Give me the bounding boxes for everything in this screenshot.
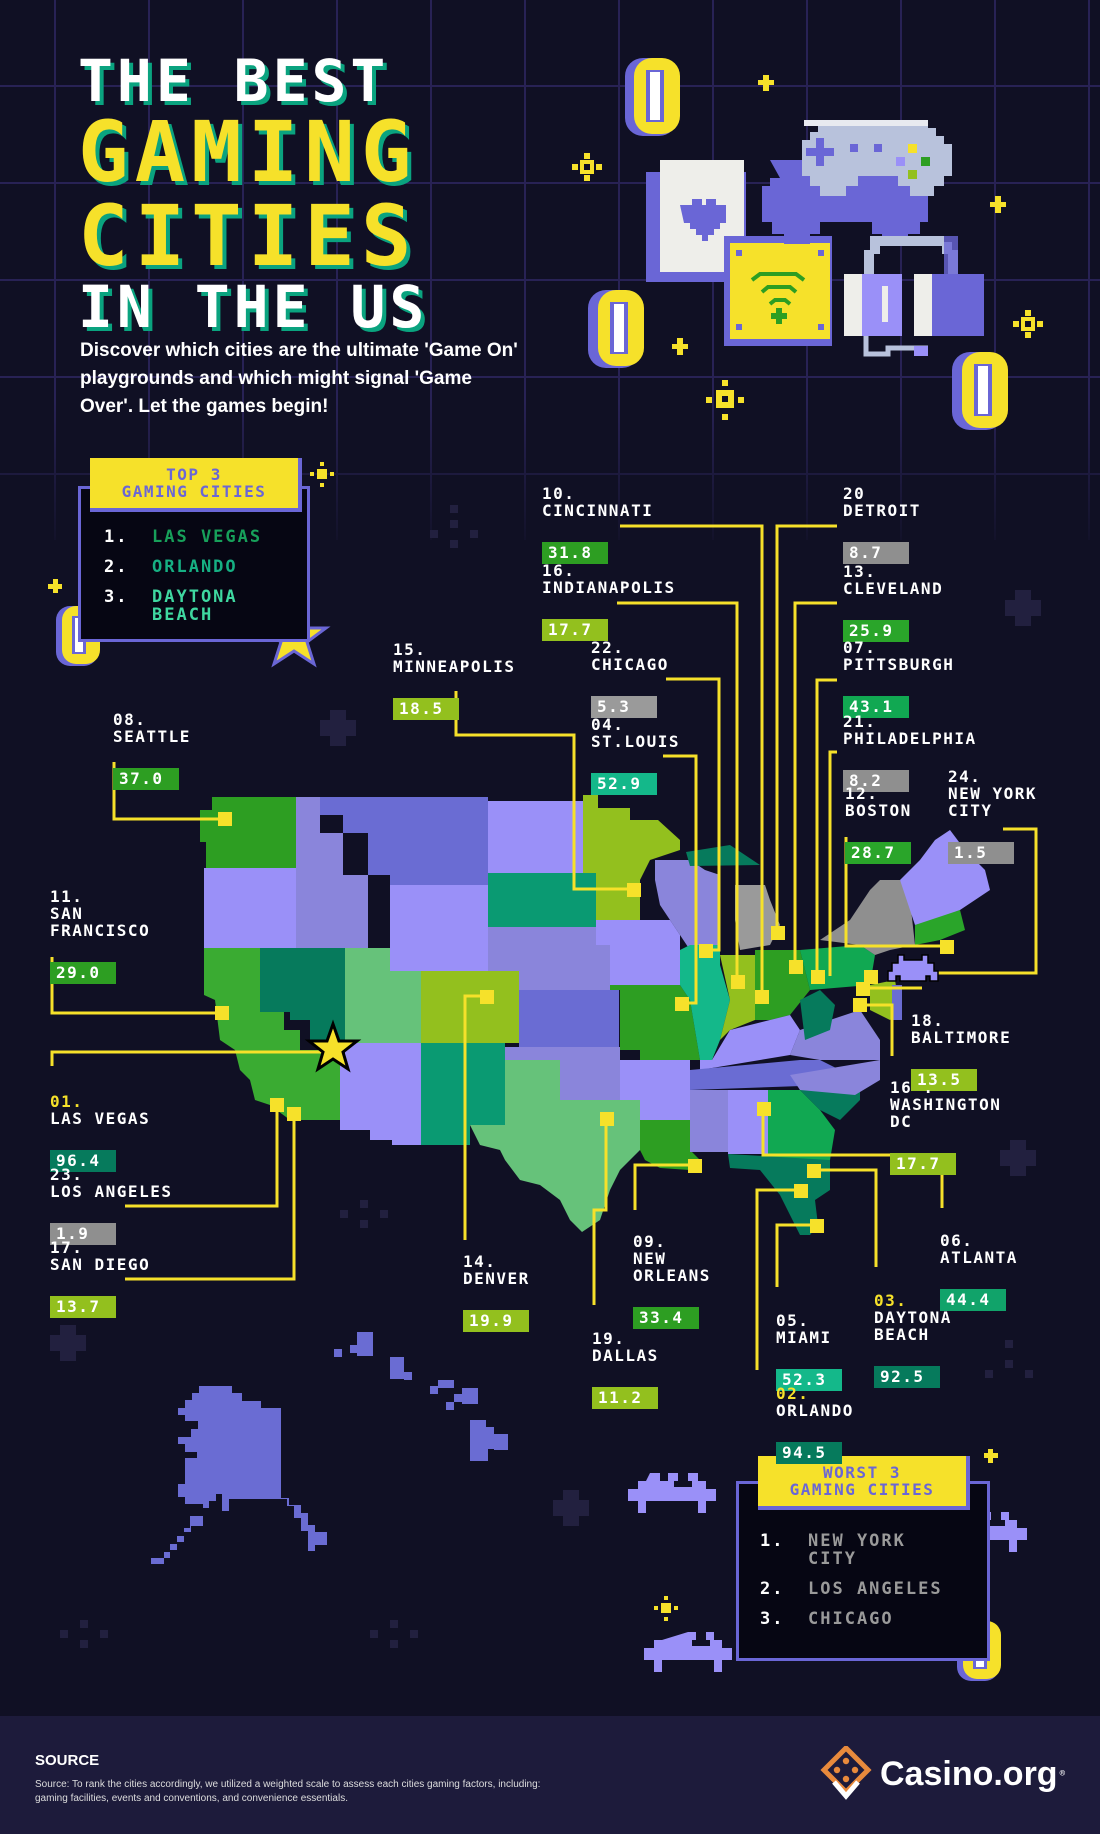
score-badge: 11.2	[592, 1387, 658, 1409]
city-label-daytona: 03. DAYTONA BEACH 92.5	[874, 1291, 952, 1388]
score-badge: 96.4	[50, 1150, 116, 1172]
city-label-losangeles: 23. LOS ANGELES 1.9	[50, 1165, 173, 1245]
worst3-panel	[736, 1481, 990, 1661]
worst3-item: 2. LOS ANGELES	[760, 1579, 943, 1599]
city-label-indianapolis: 16. INDIANAPOLIS 17.7	[542, 561, 676, 641]
registered-mark: ®	[1059, 1769, 1065, 1779]
score-badge: 8.7	[843, 542, 909, 564]
space-invader-icon	[887, 954, 939, 982]
score-badge: 18.5	[393, 698, 459, 720]
score-badge: 31.8	[542, 542, 608, 564]
city-label-chicago: 22. CHICAGO 5.3	[591, 638, 669, 718]
coin-icon	[588, 290, 644, 368]
top3-item: 1. LAS VEGAS	[104, 527, 263, 547]
gamepad-icon	[762, 120, 952, 244]
subtitle: Discover which cities are the ultimate '…	[80, 340, 518, 417]
city-label-cleveland: 13. CLEVELAND 25.9	[843, 562, 944, 642]
city-label-seattle: 08. SEATTLE 37.0	[113, 710, 191, 790]
city-label-nyc: 24. NEW YORK CITY 1.5	[948, 767, 1038, 864]
city-label-orlando: 02. ORLANDO 94.5	[776, 1384, 854, 1464]
footer: SOURCE Source: To rank the cities accord…	[0, 1716, 1100, 1834]
score-badge: 13.5	[911, 1069, 977, 1091]
city-label-philadelphia: 21. PHILADELPHIA 8.2	[843, 712, 977, 792]
city-label-pittsburgh: 07. PITTSBURGH 43.1	[843, 638, 955, 718]
city-label-baltimore: 18. BALTIMORE 13.5	[911, 1011, 1012, 1091]
source-heading: SOURCE	[35, 1752, 100, 1769]
title-line-3: CITIES	[78, 187, 418, 285]
top3-item: 3. DAYTONA BEACH	[104, 587, 238, 625]
title-line-2: GAMING	[78, 103, 418, 201]
city-label-miami: 05. MIAMI 52.3	[776, 1295, 842, 1391]
city-label-sanfrancisco: 11. SAN FRANCISCO 29.0	[50, 887, 151, 984]
headset-icon	[844, 236, 984, 357]
top3-item: 2. ORLANDO	[104, 557, 238, 577]
sparkle-icon	[572, 75, 1043, 420]
score-badge: 25.9	[843, 620, 909, 642]
top3-city-name: LAS VEGAS	[152, 527, 263, 547]
city-label-stlouis: 04. ST.LOUIS 52.9	[591, 715, 681, 795]
top3-heading: TOP 3 GAMING CITIES	[90, 458, 302, 512]
logo-text: Casino.org	[880, 1754, 1058, 1793]
worst3-city-name: NEW YORK CITY	[808, 1531, 906, 1569]
score-badge: 17.7	[542, 619, 608, 641]
casino-org-logo[interactable]: Casino.org ®	[820, 1746, 1065, 1802]
sparkle-icon	[48, 462, 998, 1621]
city-label-neworleans: 09. NEW ORLEANS 33.4	[633, 1232, 711, 1329]
city-label-minneapolis: 15. MINNEAPOLIS 18.5	[393, 640, 516, 720]
source-text: Source: To rank the cities accordingly, …	[35, 1779, 541, 1804]
title-line-1: THE BEST	[78, 47, 390, 115]
city-label-cincinnati: 10. CINCINNATI 31.8	[542, 484, 654, 564]
city-label-washington: 16 . WASHINGTON DC 17.7	[890, 1078, 1002, 1175]
states	[200, 795, 990, 1235]
city-label-sandiego: 17. SAN DIEGO 13.7	[50, 1238, 151, 1318]
score-badge: 52.9	[591, 773, 657, 795]
city-label-lasvegas: 01. LAS VEGAS 96.4	[50, 1092, 151, 1172]
worst3-item: 3. CHICAGO	[760, 1609, 894, 1629]
sparkle-icon	[50, 505, 1041, 1648]
page-title: THE BEST GAMING CITIES IN THE US	[78, 52, 428, 336]
score-badge: 37.0	[113, 768, 179, 790]
score-badge: 5.3	[591, 696, 657, 718]
score-badge: 1.9	[50, 1223, 116, 1245]
dice-diamond-icon	[820, 1746, 872, 1800]
us-map	[48, 462, 1041, 1681]
city-label-boston: 12. BOSTON 28.7	[845, 784, 912, 864]
worst3-heading: WORST 3 GAMING CITIES	[758, 1456, 970, 1510]
coin-icon	[625, 58, 680, 136]
hawaii	[334, 1332, 508, 1461]
title-line-4: IN THE US	[78, 273, 429, 341]
worst3-list: 1. NEW YORK CITY 2. LOS ANGELES 3. CHICAGO	[760, 1532, 943, 1640]
worst3-city-name: CHICAGO	[808, 1609, 894, 1629]
score-badge: 1.5	[948, 842, 1014, 864]
score-badge: 29.0	[50, 962, 116, 984]
coin-icon	[952, 352, 1008, 430]
city-label-dallas: 19. DALLAS 11.2	[592, 1329, 659, 1409]
city-label-denver: 14. DENVER 19.9	[463, 1252, 530, 1332]
connector-lines	[50, 524, 1038, 1370]
city-label-atlanta: 06. ATLANTA 44.4	[940, 1231, 1018, 1311]
score-badge: 52.3	[776, 1369, 842, 1391]
score-badge: 44.4	[940, 1289, 1006, 1311]
top3-list: 1. LAS VEGAS 2. ORLANDO 3. DAYTONA BEACH	[104, 528, 262, 636]
star-icon	[304, 1019, 362, 1073]
score-badge: 92.5	[874, 1366, 940, 1388]
score-badge: 33.4	[633, 1307, 699, 1329]
score-badge: 94.5	[776, 1442, 842, 1464]
city-markers	[215, 812, 954, 1233]
alaska	[151, 1386, 327, 1564]
top3-city-name: DAYTONA BEACH	[152, 587, 238, 625]
score-badge: 43.1	[843, 696, 909, 718]
hero-illustration	[572, 58, 1043, 430]
top3-city-name: ORLANDO	[152, 557, 238, 577]
wifi-block-icon	[724, 236, 832, 346]
city-label-detroit: 20 DETROIT 8.7	[843, 484, 921, 564]
score-badge: 19.9	[463, 1310, 529, 1332]
worst3-item: 1. NEW YORK CITY	[760, 1531, 906, 1569]
score-badge: 8.2	[843, 770, 909, 792]
score-badge: 17.7	[890, 1153, 956, 1175]
score-badge: 28.7	[845, 842, 911, 864]
worst3-city-name: LOS ANGELES	[808, 1579, 943, 1599]
score-badge: 13.7	[50, 1296, 116, 1318]
